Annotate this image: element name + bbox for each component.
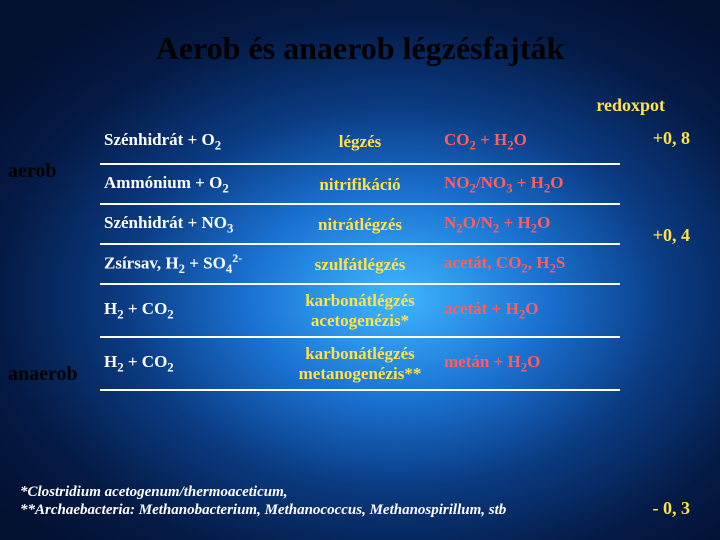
table-row: H2 + CO2karbonátlégzésacetogenézis*acetá… — [100, 285, 620, 338]
table-row: H2 + CO2karbonátlégzésmetanogenézis**met… — [100, 338, 620, 391]
cell-product: acetát, CO2, H2S — [440, 253, 620, 276]
cell-process: szulfátlégzés — [280, 255, 440, 275]
cell-substrate: Szénhidrát + NO3 — [100, 213, 280, 236]
cell-process: karbonátlégzésacetogenézis* — [280, 291, 440, 331]
redox-label: redoxpot — [596, 95, 665, 116]
table-row: Zsírsav, H2 + SO42-szulfátlégzésacetát, … — [100, 245, 620, 285]
cell-process: nitrifikáció — [280, 175, 440, 195]
cell-product: CO2 + H2O — [440, 130, 620, 153]
cell-product: metán + H2O — [440, 352, 620, 375]
table-row: Szénhidrát + NO3nitrátlégzésN2O/N2 + H2O — [100, 205, 620, 245]
cell-substrate: H2 + CO2 — [100, 299, 280, 322]
cell-substrate: H2 + CO2 — [100, 352, 280, 375]
cell-product: NO2/NO3 + H2O — [440, 173, 620, 196]
cell-product: acetát + H2O — [440, 299, 620, 322]
table-row: Ammónium + O2nitrifikációNO2/NO3 + H2O — [100, 165, 620, 205]
table-row: Szénhidrát + O2légzésCO2 + H2O — [100, 125, 620, 165]
cell-substrate: Szénhidrát + O2 — [100, 130, 280, 153]
respiration-table: Szénhidrát + O2légzésCO2 + H2OAmmónium +… — [100, 125, 620, 391]
page-title: Aerob és anaerob légzésfajták — [0, 30, 720, 67]
cell-substrate: Zsírsav, H2 + SO42- — [100, 251, 280, 277]
cell-process: légzés — [280, 132, 440, 152]
cell-product: N2O/N2 + H2O — [440, 213, 620, 236]
side-label-aerob: aerob — [8, 160, 57, 183]
redox-value: +0, 4 — [653, 225, 690, 246]
cell-substrate: Ammónium + O2 — [100, 173, 280, 196]
footnote: *Clostridium acetogenum/thermoaceticum, … — [20, 483, 506, 521]
footnote-line1: *Clostridium acetogenum/thermoaceticum, — [20, 483, 506, 502]
redox-value: +0, 8 — [653, 128, 690, 149]
side-label-anaerob: anaerob — [8, 363, 78, 386]
cell-process: karbonátlégzésmetanogenézis** — [280, 344, 440, 384]
footnote-line2: **Archaebacteria: Methanobacterium, Meth… — [20, 501, 506, 520]
cell-process: nitrátlégzés — [280, 215, 440, 235]
redox-value: - 0, 3 — [653, 498, 691, 519]
